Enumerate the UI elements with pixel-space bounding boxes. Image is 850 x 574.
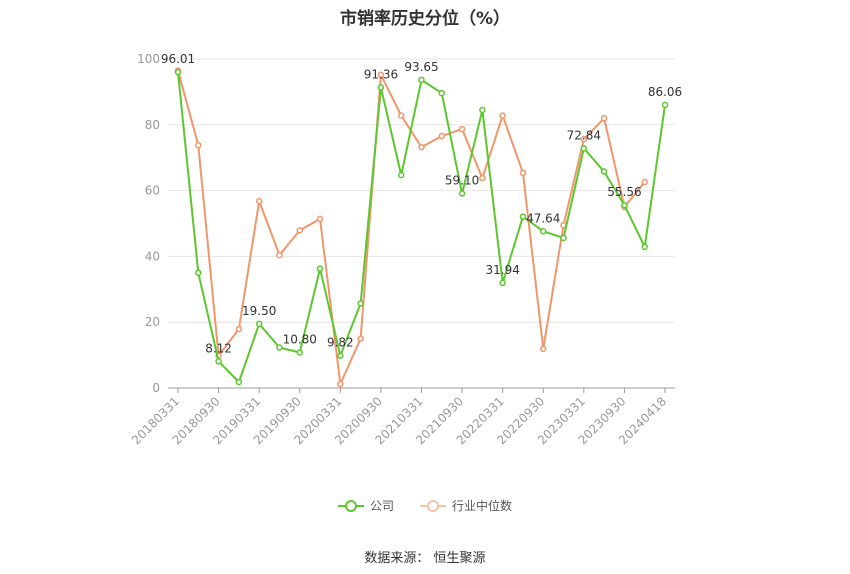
legend-label-company: 公司 xyxy=(369,499,394,513)
point-company xyxy=(215,358,222,365)
point-company xyxy=(621,201,628,209)
point-company xyxy=(600,168,608,175)
data-label: 55.56 xyxy=(607,185,641,199)
point-company xyxy=(316,265,324,272)
y-tick-label: 60 xyxy=(145,184,160,198)
legend: 公司 行业中位数 xyxy=(0,497,850,514)
point-industry-median xyxy=(600,114,608,122)
point-company xyxy=(641,243,648,251)
point-company xyxy=(235,378,243,386)
point-industry-median xyxy=(418,143,425,151)
point-industry-median xyxy=(397,112,405,119)
point-industry-median xyxy=(235,325,243,333)
point-company xyxy=(174,68,182,76)
point-industry-median xyxy=(540,345,547,353)
y-tick-label: 100 xyxy=(137,52,160,66)
data-label: 86.06 xyxy=(648,85,682,99)
point-industry-median xyxy=(519,169,527,177)
legend-item-industry-median[interactable]: 行业中位数 xyxy=(420,497,512,514)
data-label: 19.50 xyxy=(242,304,276,318)
data-label: 93.65 xyxy=(404,60,438,74)
point-company xyxy=(560,234,567,242)
point-industry-median xyxy=(641,178,648,186)
point-company xyxy=(438,89,446,97)
y-tick-label: 0 xyxy=(152,381,160,395)
point-industry-median xyxy=(255,197,263,205)
point-company xyxy=(499,279,506,287)
point-industry-median xyxy=(458,125,466,133)
point-company xyxy=(661,101,669,109)
point-industry-median xyxy=(479,174,486,182)
point-industry-median xyxy=(316,215,324,223)
data-label: 59.10 xyxy=(445,174,479,188)
point-company xyxy=(337,352,344,359)
y-tick-label: 80 xyxy=(145,118,160,132)
point-company xyxy=(296,349,303,356)
y-tick-label: 20 xyxy=(145,315,160,329)
series-line-industry-median xyxy=(177,70,646,386)
point-company xyxy=(377,84,385,91)
data-label: 72.84 xyxy=(567,128,601,142)
data-label: 8.12 xyxy=(205,341,232,355)
point-company xyxy=(519,213,527,220)
point-company xyxy=(458,190,466,197)
data-label: 31.94 xyxy=(485,263,519,277)
point-company xyxy=(479,106,486,114)
point-industry-median xyxy=(499,112,506,119)
legend-swatch-company-icon xyxy=(337,499,364,513)
point-company xyxy=(397,171,405,179)
point-industry-median xyxy=(195,141,202,149)
data-source: 数据来源： 恒生聚源 xyxy=(364,551,486,566)
data-label: 96.01 xyxy=(161,52,195,66)
point-company xyxy=(540,228,547,235)
legend-label-industry-median: 行业中位数 xyxy=(452,499,513,513)
data-label: 10.80 xyxy=(283,332,317,346)
point-company xyxy=(357,300,364,307)
point-company xyxy=(195,269,202,277)
point-industry-median xyxy=(580,136,588,143)
legend-swatch-industry-icon xyxy=(420,499,446,513)
series-line-company xyxy=(177,72,666,384)
y-tick-label: 40 xyxy=(145,249,160,263)
chart-title: 市销率历史分位（%） xyxy=(339,9,511,29)
point-industry-median xyxy=(276,251,283,259)
point-industry-median xyxy=(377,71,385,79)
point-industry-median xyxy=(438,132,446,140)
point-company xyxy=(580,145,588,152)
point-industry-median xyxy=(357,335,364,342)
data-label: 9.82 xyxy=(327,336,354,350)
legend-item-company[interactable]: 公司 xyxy=(337,497,394,514)
point-industry-median xyxy=(337,380,344,388)
point-company xyxy=(418,76,425,84)
point-company xyxy=(276,344,283,351)
point-company xyxy=(255,320,263,328)
data-label: 47.64 xyxy=(526,211,560,225)
data-label: 91.36 xyxy=(364,67,398,81)
point-industry-median xyxy=(296,227,303,234)
